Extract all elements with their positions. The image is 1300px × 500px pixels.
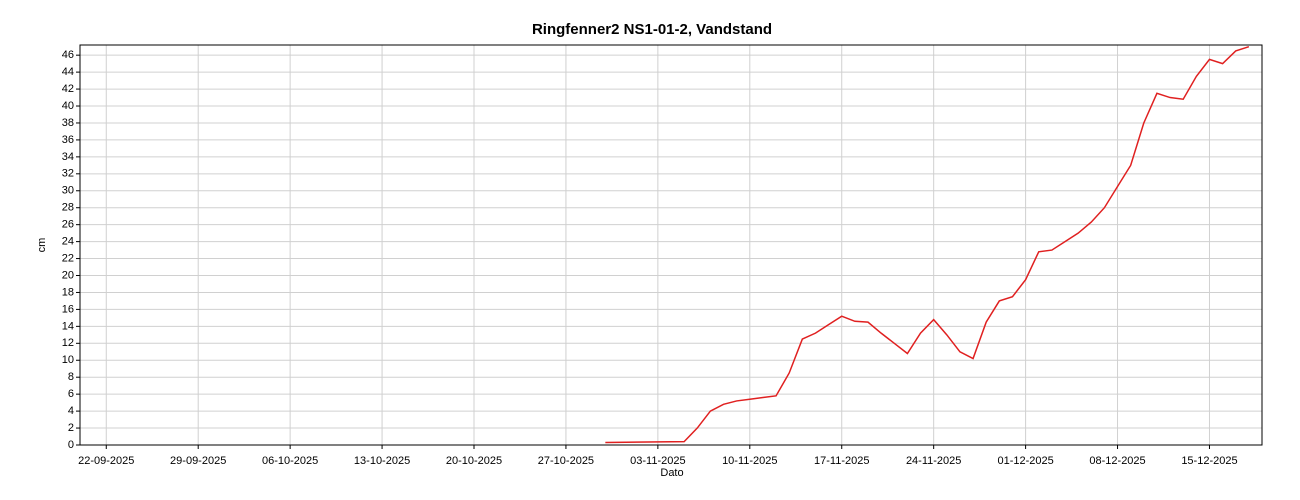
y-tick-label: 14 (62, 320, 74, 332)
y-tick-label: 28 (62, 202, 74, 214)
y-tick-label: 30 (62, 185, 74, 197)
x-tick-label: 24-11-2025 (906, 455, 961, 467)
y-tick-label: 40 (62, 100, 74, 112)
y-tick-label: 18 (62, 286, 74, 298)
x-tick-label: 15-12-2025 (1181, 455, 1237, 467)
y-tick-label: 34 (62, 151, 74, 163)
x-tick-label: 08-12-2025 (1089, 455, 1145, 467)
chart-title: Ringfenner2 NS1-01-2, Vandstand (532, 21, 772, 38)
y-tick-label: 24 (62, 236, 74, 248)
y-tick-label: 42 (62, 83, 74, 95)
y-tick-label: 6 (68, 388, 74, 400)
y-tick-label: 12 (62, 337, 74, 349)
y-tick-label: 26 (62, 219, 74, 231)
x-tick-label: 03-11-2025 (630, 455, 685, 467)
data-line (605, 45, 1250, 444)
x-tick-label: 13-10-2025 (354, 455, 410, 467)
x-tick-label: 17-11-2025 (814, 455, 869, 467)
y-tick-label: 10 (62, 354, 74, 366)
x-axis-label: Dato (660, 467, 683, 479)
y-tick-label: 32 (62, 168, 74, 180)
y-tick-label: 22 (62, 252, 74, 264)
x-tick-label: 29-09-2025 (170, 455, 226, 467)
x-tick-label: 22-09-2025 (78, 455, 134, 467)
y-tick-label: 8 (68, 371, 74, 383)
x-tick-label: 06-10-2025 (262, 455, 318, 467)
x-tick-label: 10-11-2025 (722, 455, 777, 467)
x-tick-label: 27-10-2025 (538, 455, 594, 467)
y-tick-label: 2 (68, 422, 74, 434)
y-axis-label: cm (36, 238, 48, 253)
y-tick-label: 4 (68, 405, 74, 417)
x-tick-label: 20-10-2025 (446, 455, 502, 467)
y-tick-label: 36 (62, 134, 74, 146)
y-tick-label: 46 (62, 49, 74, 61)
x-tick-label: 01-12-2025 (997, 455, 1053, 467)
y-tick-label: 16 (62, 303, 74, 315)
y-tick-label: 44 (62, 66, 74, 78)
y-tick-label: 0 (68, 439, 74, 451)
plot-frame (79, 44, 1263, 446)
y-tick-label: 38 (62, 117, 74, 129)
y-tick-label: 20 (62, 269, 74, 281)
